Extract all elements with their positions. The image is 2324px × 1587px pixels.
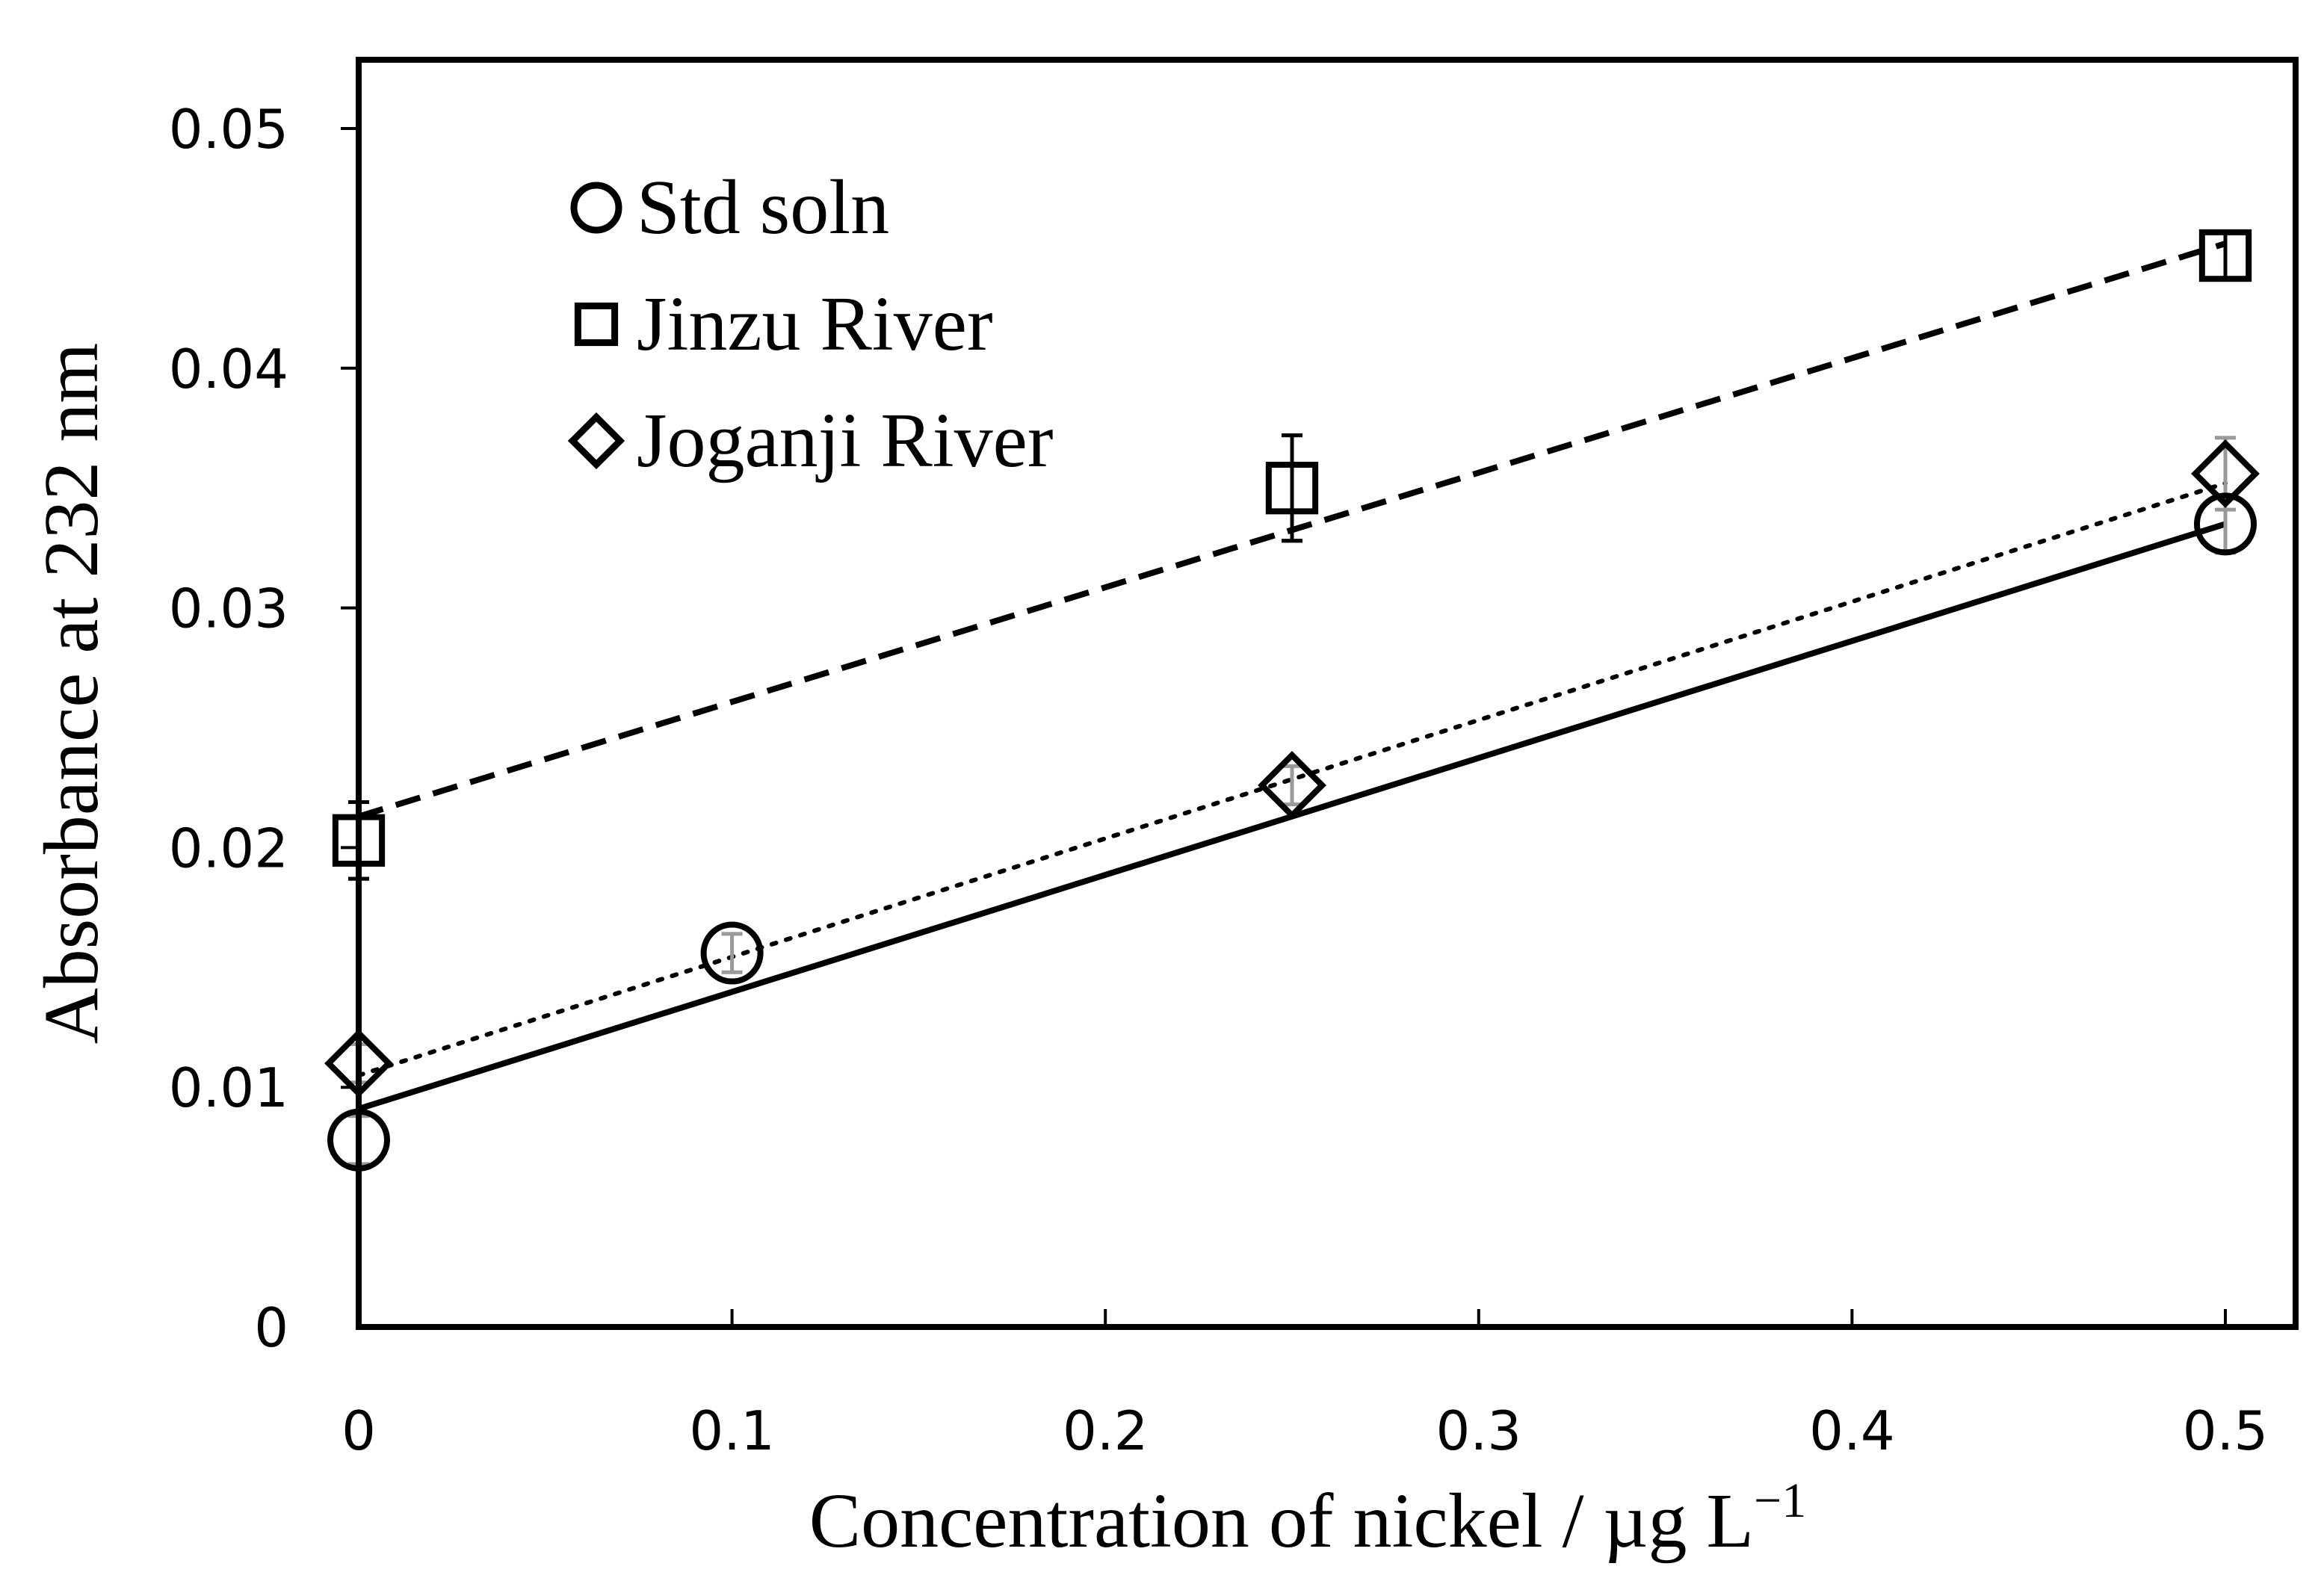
y-tick-label: 0.03	[169, 578, 288, 640]
x-tick-label: 0.3	[1436, 1399, 1522, 1462]
legend-label-joganji-river: Joganji River	[637, 397, 1053, 483]
legend-marker-std-soln	[570, 182, 622, 234]
std-soln-point	[2194, 492, 2257, 556]
x-tick-label: 0	[342, 1399, 376, 1462]
y-tick-label: 0.01	[169, 1057, 288, 1119]
legend-entry-jinzu-river: Jinzu River	[574, 281, 993, 367]
x-tick-label: 0.5	[2183, 1399, 2269, 1462]
axis-ticks: 0 0.01 0.02 0.03 0.04 0.05 0 0.1 0.2 0.3 0.4 0.5	[169, 98, 2269, 1462]
fit-lines	[356, 241, 2228, 1112]
std-soln-error-bar	[721, 932, 743, 974]
legend: Std soln Jinzu River Joganji River	[567, 164, 1053, 483]
joganji-river-point	[2191, 439, 2260, 508]
x-tick-label: 0.4	[1809, 1399, 1895, 1462]
jinzu-river-error-bar-top	[2215, 229, 2236, 282]
legend-entry-joganji-river: Joganji River	[567, 397, 1053, 483]
plot-frame	[356, 57, 2299, 1330]
x-tick-label: 0.2	[1063, 1399, 1149, 1462]
jinzu-river-error-bar-top	[1282, 433, 1302, 543]
joganji-river-point	[1258, 751, 1326, 820]
x-axis-title-main: Concentration of nickel / µg L	[809, 1478, 1754, 1564]
y-tick-label: 0.02	[169, 817, 288, 879]
legend-entry-std-soln: Std soln	[570, 164, 889, 250]
y-tick-label: 0.04	[169, 338, 288, 400]
y-axis-title: Absorbance at 232 nm	[28, 343, 114, 1045]
x-axis-title: Concentration of nickel / µg L−1	[809, 1473, 1806, 1564]
legend-label-jinzu-river: Jinzu River	[637, 281, 993, 367]
legend-marker-joganji-river	[567, 412, 625, 470]
y-tick-label: 0	[254, 1296, 288, 1359]
x-axis-title-superscript: −1	[1754, 1473, 1806, 1528]
std-soln-point	[700, 921, 764, 985]
legend-marker-jinzu-river	[574, 302, 619, 347]
joganji-river-error-bar	[1282, 764, 1302, 807]
joganji-river-fit-line	[356, 480, 2228, 1078]
x-tick-label: 0.1	[689, 1399, 775, 1462]
legend-label-std-soln: Std soln	[637, 164, 889, 250]
y-tick-label: 0.05	[169, 98, 288, 161]
